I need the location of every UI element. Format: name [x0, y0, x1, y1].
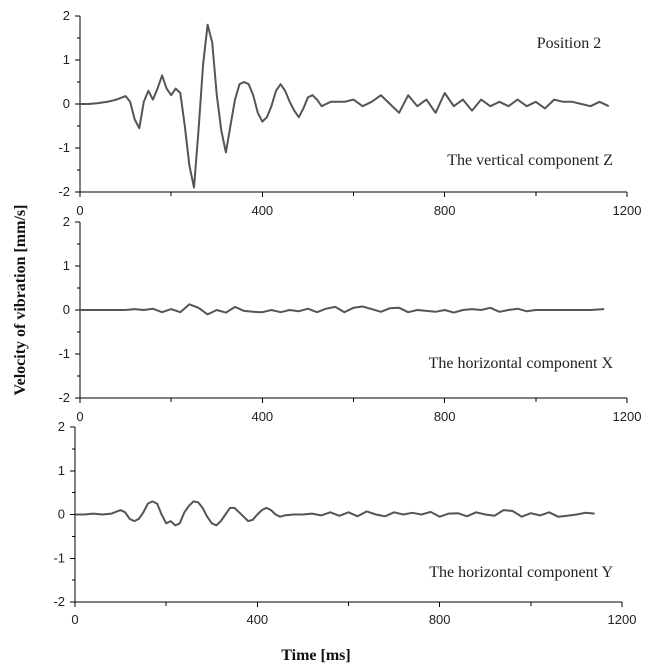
x-tick-label: 400 — [246, 612, 268, 627]
x-axis-title: Time [ms] — [281, 647, 350, 664]
x-tick-label: 800 — [434, 203, 456, 218]
x-tick-label: 0 — [71, 612, 78, 627]
y-tick-label: -1 — [58, 140, 70, 155]
x-tick-label: 1200 — [613, 203, 642, 218]
x-tick-label: 1200 — [613, 409, 642, 424]
y-tick-label: -1 — [58, 346, 70, 361]
y-tick-label: 2 — [63, 8, 70, 23]
y-tick-label: -2 — [58, 184, 70, 199]
series-line-1 — [80, 23, 610, 189]
y-tick-label: 0 — [63, 302, 70, 317]
x-tick-label: 400 — [251, 203, 273, 218]
series-line-3 — [75, 500, 595, 527]
y-tick-label: -2 — [53, 594, 65, 609]
x-tick-label: 800 — [434, 409, 456, 424]
x-tick-label: 400 — [251, 409, 273, 424]
y-tick-label: -2 — [58, 390, 70, 405]
x-tick-label: 0 — [76, 409, 83, 424]
y-tick-label: 2 — [58, 419, 65, 434]
subplot-1: 2 1 0 -1 -2 0 400 800 1200 Position 2 The vertical… — [58, 8, 641, 218]
component-label: The horizontal component X — [429, 355, 614, 372]
y-axis-title: Velocity of vibration [mm/s] — [12, 205, 29, 396]
series-line-2 — [80, 303, 605, 316]
y-tick-label: 2 — [63, 214, 70, 229]
x-tick-label: 1200 — [608, 612, 637, 627]
component-label: The horizontal component Y — [429, 564, 613, 581]
y-tick-label: -1 — [53, 550, 65, 565]
x-tick-label: 800 — [429, 612, 451, 627]
y-tick-label: 1 — [58, 463, 65, 478]
component-label: The vertical component Z — [447, 152, 613, 169]
position-annotation: Position 2 — [537, 35, 601, 52]
x-tick-label: 0 — [76, 203, 83, 218]
y-tick-label: 0 — [58, 507, 65, 522]
subplot-3: 2 1 0 -1 -2 0 400 800 1200 The horizontal compone… — [53, 419, 636, 627]
subplot-2: 2 1 0 -1 -2 0 400 800 1200 The horizontal compone… — [58, 214, 641, 424]
y-tick-label: 0 — [63, 96, 70, 111]
y-tick-label: 1 — [63, 52, 70, 67]
y-tick-label: 1 — [63, 258, 70, 273]
